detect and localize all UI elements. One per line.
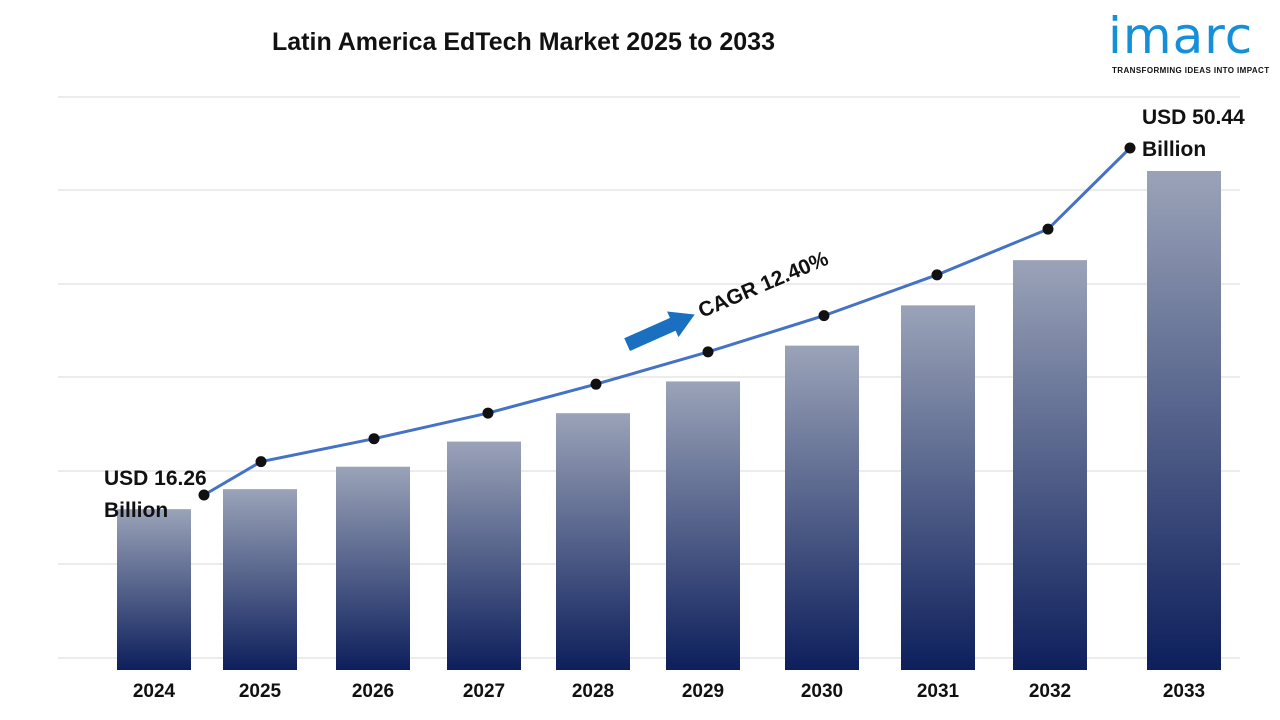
bar-2029: [666, 381, 740, 670]
page-title: Latin America EdTech Market 2025 to 2033: [272, 28, 775, 56]
bars: [117, 171, 1221, 670]
trend-point-2030: [818, 310, 830, 322]
x-tick-label-2029: 2029: [682, 681, 724, 702]
x-tick-label-2027: 2027: [463, 681, 505, 702]
bar-2033: [1147, 171, 1221, 670]
trend-point-2029: [702, 346, 714, 358]
x-tick-label-2030: 2030: [801, 681, 843, 702]
trend-line-group: [198, 142, 1136, 501]
trend-point-2033: [1124, 142, 1136, 154]
end-value-label-line1: USD 50.44: [1142, 106, 1245, 129]
cagr-label: CAGR 12.40%: [695, 247, 832, 323]
bar-2030: [785, 345, 859, 670]
bar-2027: [447, 441, 521, 670]
start-value-label-line1: USD 16.26: [104, 467, 207, 490]
bar-2028: [556, 413, 630, 670]
x-tick-label-2033: 2033: [1163, 681, 1205, 702]
cagr-arrow-group: [624, 311, 695, 352]
bar-2025: [223, 489, 297, 670]
x-tick-label-2026: 2026: [352, 681, 394, 702]
start-value-label-line2: Billion: [104, 499, 168, 522]
trend-point-2025: [255, 456, 267, 468]
trend-point-2028: [590, 378, 602, 390]
trend-point-2032: [1042, 223, 1054, 235]
x-tick-label-2031: 2031: [917, 681, 960, 702]
trend-point-2027: [482, 407, 494, 419]
cagr-arrow-icon: [624, 317, 678, 352]
end-value-label-line2: Billion: [1142, 138, 1206, 161]
bar-2032: [1013, 260, 1087, 670]
x-tick-label-2028: 2028: [572, 681, 614, 702]
trend-point-2026: [368, 433, 380, 445]
x-axis-ticks: 2024 2025 2026 2027 2028 2029 2030 2031 2032 2033: [133, 681, 1205, 702]
bar-2026: [336, 466, 410, 670]
logo-tagline: TRANSFORMING IDEAS INTO IMPACT: [1112, 66, 1270, 75]
bar-2031: [901, 305, 975, 670]
trend-point-2024: [198, 489, 210, 501]
logo-wordmark: imarc: [1108, 7, 1254, 65]
x-tick-label-2032: 2032: [1029, 681, 1071, 702]
bar-2024: [117, 509, 191, 670]
x-tick-label-2024: 2024: [133, 681, 176, 702]
trend-line: [203, 146, 1132, 497]
imarc-logo: imarc TRANSFORMING IDEAS INTO IMPACT: [1108, 8, 1274, 78]
trend-point-2031: [931, 269, 943, 281]
cagr-arrow-head-icon: [667, 311, 695, 338]
x-tick-label-2025: 2025: [239, 681, 282, 702]
